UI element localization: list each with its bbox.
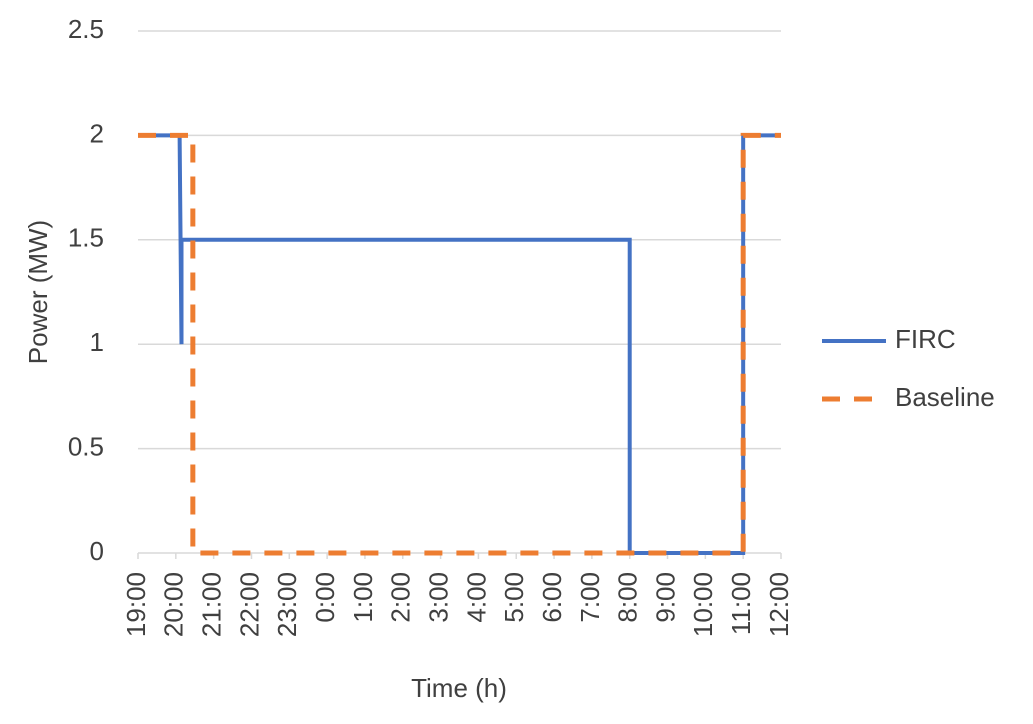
x-tick-label: 7:00 — [575, 572, 605, 623]
x-tick-label: 1:00 — [348, 572, 378, 623]
x-axis-label: Time (h) — [411, 673, 507, 703]
y-tick-label: 1 — [90, 327, 104, 357]
x-tick-label: 10:00 — [688, 572, 718, 637]
y-tick-label: 0.5 — [68, 431, 104, 461]
y-tick-label: 2.5 — [68, 14, 104, 44]
x-tick-label: 12:00 — [764, 572, 794, 637]
x-tick-label: 19:00 — [121, 572, 151, 637]
x-tick-label: 9:00 — [650, 572, 680, 623]
legend-label: Baseline — [895, 382, 995, 412]
x-tick-label: 4:00 — [461, 572, 491, 623]
x-tick-label: 2:00 — [386, 572, 416, 623]
x-tick-label: 5:00 — [499, 572, 529, 623]
y-tick-label: 2 — [90, 118, 104, 148]
x-tick-label: 3:00 — [423, 572, 453, 623]
x-tick-label: 20:00 — [159, 572, 189, 637]
series-line — [138, 132, 781, 556]
x-tick-label: 6:00 — [537, 572, 567, 623]
x-tick-label: 11:00 — [726, 572, 756, 635]
x-tick-label: 21:00 — [197, 572, 227, 637]
legend-label: FIRC — [895, 324, 956, 354]
x-tick-label: 8:00 — [613, 572, 643, 623]
y-axis-label: Power (MW) — [23, 220, 53, 364]
y-tick-label: 0 — [90, 536, 104, 566]
x-tick-label: 0:00 — [310, 572, 340, 623]
y-tick-label: 1.5 — [68, 223, 104, 253]
x-tick-label: 22:00 — [234, 572, 264, 637]
x-tick-label: 23:00 — [272, 572, 302, 637]
series-line — [138, 133, 781, 555]
